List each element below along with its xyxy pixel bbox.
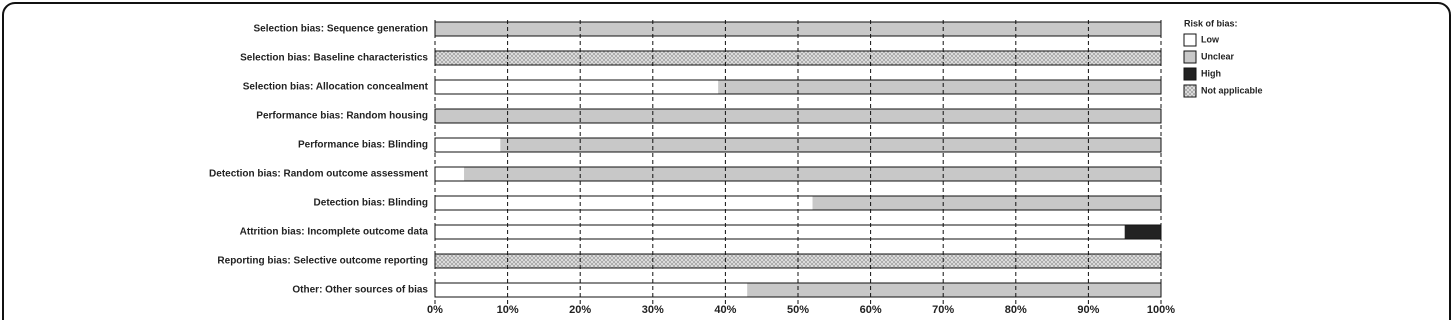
x-tick-label: 100% bbox=[1147, 304, 1175, 316]
x-tick-label: 70% bbox=[932, 304, 954, 316]
category-label: Selection bias: Allocation concealment bbox=[243, 82, 429, 93]
legend-label: Not applicable bbox=[1201, 85, 1263, 95]
x-tick-label: 10% bbox=[497, 304, 519, 316]
x-tick-label: 80% bbox=[1005, 304, 1027, 316]
bar-outline bbox=[434, 137, 1162, 153]
legend-swatch bbox=[1183, 33, 1197, 47]
category-label: Performance bias: Random housing bbox=[256, 111, 428, 122]
bar-segment bbox=[435, 283, 748, 297]
category-label: Detection bias: Blinding bbox=[314, 198, 428, 209]
bar-segment bbox=[435, 225, 1125, 239]
category-label: Selection bias: Baseline characteristics bbox=[240, 53, 428, 64]
category-label: Detection bias: Random outcome assessmen… bbox=[209, 169, 429, 180]
legend-label: High bbox=[1201, 68, 1221, 78]
category-label: Attrition bias: Incomplete outcome data bbox=[240, 227, 429, 238]
category-label: Other: Other sources of bias bbox=[292, 285, 428, 296]
bar-outline bbox=[434, 108, 1162, 124]
legend-label: Low bbox=[1201, 34, 1220, 44]
bar-segment bbox=[435, 80, 719, 94]
bar-segment bbox=[464, 167, 1161, 181]
x-tick-label: 50% bbox=[787, 304, 809, 316]
bar-segment bbox=[718, 80, 1161, 94]
bar-segment bbox=[812, 196, 1161, 210]
legend-swatch bbox=[1183, 50, 1197, 64]
x-tick-label: 60% bbox=[860, 304, 882, 316]
bar-segment bbox=[435, 109, 1161, 123]
category-label: Reporting bias: Selective outcome report… bbox=[217, 256, 428, 267]
legend-title: Risk of bias: bbox=[1184, 18, 1238, 28]
x-tick-label: 90% bbox=[1077, 304, 1099, 316]
x-tick-label: 20% bbox=[569, 304, 591, 316]
x-tick-label: 40% bbox=[714, 304, 736, 316]
bar-segment bbox=[435, 167, 465, 181]
legend-swatch bbox=[1183, 84, 1197, 98]
x-tick-label: 30% bbox=[642, 304, 664, 316]
bar-segment bbox=[435, 196, 813, 210]
bar-segment bbox=[500, 138, 1162, 152]
legend-label: Unclear bbox=[1201, 51, 1235, 61]
x-tick-label: 0% bbox=[427, 304, 443, 316]
bar-segment bbox=[1124, 225, 1161, 239]
category-label: Performance bias: Blinding bbox=[298, 140, 428, 151]
legend-swatch bbox=[1183, 67, 1197, 81]
bar-segment bbox=[435, 138, 501, 152]
bar-segment bbox=[747, 283, 1161, 297]
category-label: Selection bias: Sequence generation bbox=[254, 24, 429, 35]
